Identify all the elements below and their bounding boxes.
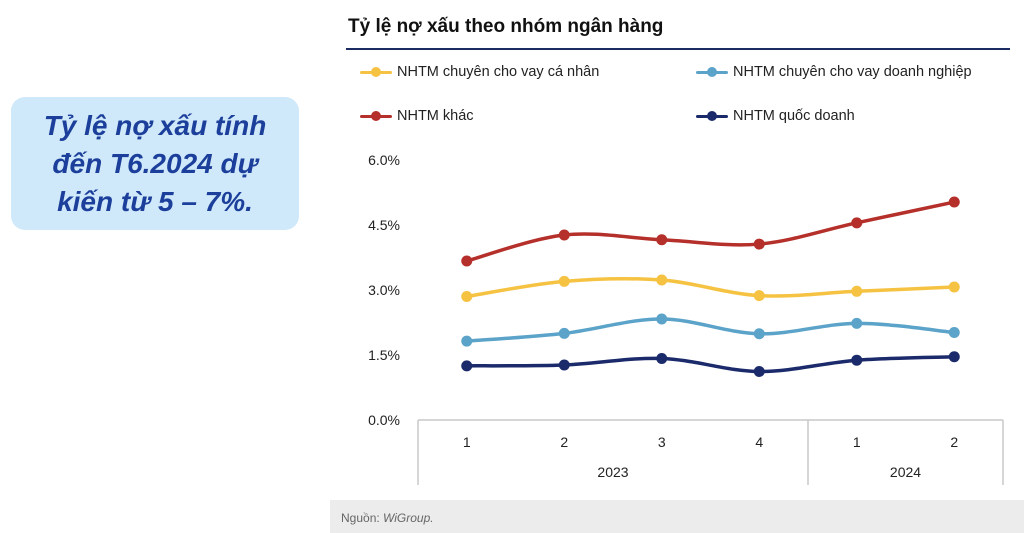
series-line [465, 317, 956, 343]
data-point [948, 281, 960, 293]
legend-item-state-owned-banks: NHTM quốc doanh [696, 105, 855, 127]
data-point [656, 352, 668, 364]
source-label: Nguồn: [341, 511, 384, 525]
data-point [753, 365, 765, 377]
source-band [330, 500, 1024, 533]
x-group-label: 2024 [890, 464, 921, 480]
title-divider [346, 48, 1010, 50]
data-point [461, 255, 473, 267]
y-tick-label: 6.0% [368, 152, 400, 168]
data-point [948, 351, 960, 363]
y-tick-label: 3.0% [368, 282, 400, 298]
legend-item-individual-lenders: NHTM chuyên cho vay cá nhân [360, 61, 599, 83]
data-point [948, 326, 960, 338]
legend-label: NHTM quốc doanh [733, 108, 855, 124]
data-point [851, 354, 863, 366]
data-point [558, 359, 570, 371]
data-point [558, 229, 570, 241]
line-chart: 6.0% 4.5% 3.0% 1.5% 0.0% 1 2 3 4 1 2 2023 2024 [368, 152, 1004, 485]
legend-label: NHTM chuyên cho vay cá nhân [397, 64, 600, 80]
x-tick-label: 4 [755, 434, 763, 450]
x-group-label: 2023 [597, 464, 628, 480]
data-point [461, 291, 473, 302]
legend-item-business-lenders: NHTM chuyên cho vay doanh nghiệp [696, 61, 972, 83]
source-name: WiGroup. [383, 511, 434, 525]
legend-marker-icon [360, 66, 392, 78]
data-point [461, 360, 473, 372]
data-point [753, 328, 765, 340]
legend-label: NHTM chuyên cho vay doanh nghiệp [733, 64, 972, 80]
source-note: Nguồn: WiGroup. [341, 511, 434, 525]
y-tick-label: 4.5% [368, 217, 400, 233]
x-tick-label: 1 [463, 434, 471, 450]
data-point [656, 234, 668, 246]
note-callout: Tỷ lệ nợ xấu tính đến T6.2024 dự kiến từ… [11, 97, 299, 230]
x-tick-label: 3 [658, 434, 666, 450]
x-tick-label: 2 [560, 434, 568, 450]
data-point [851, 285, 863, 297]
legend-item-other-banks: NHTM khác [360, 105, 474, 127]
data-point [461, 335, 473, 347]
legend-label: NHTM khác [397, 108, 474, 124]
data-point [948, 196, 960, 208]
legend-marker-icon [696, 66, 728, 78]
y-tick-label: 0.0% [368, 412, 400, 428]
data-point [753, 238, 765, 250]
data-point [851, 217, 863, 229]
legend-marker-icon [360, 110, 392, 122]
legend-marker-icon [696, 110, 728, 122]
x-tick-label: 2 [950, 434, 958, 450]
chart-title: Tỷ lệ nợ xấu theo nhóm ngân hàng [348, 16, 664, 37]
note-text: Tỷ lệ nợ xấu tính đến T6.2024 dự kiến từ… [43, 109, 267, 217]
series-line [465, 354, 956, 374]
data-point [753, 290, 765, 302]
data-point [851, 317, 863, 329]
x-tick-label: 1 [853, 434, 861, 450]
y-tick-label: 1.5% [368, 347, 400, 363]
series-line [465, 276, 956, 299]
data-point [656, 274, 668, 286]
data-point [656, 313, 668, 325]
series-line [465, 200, 956, 263]
data-point [558, 327, 570, 339]
data-point [558, 275, 570, 287]
